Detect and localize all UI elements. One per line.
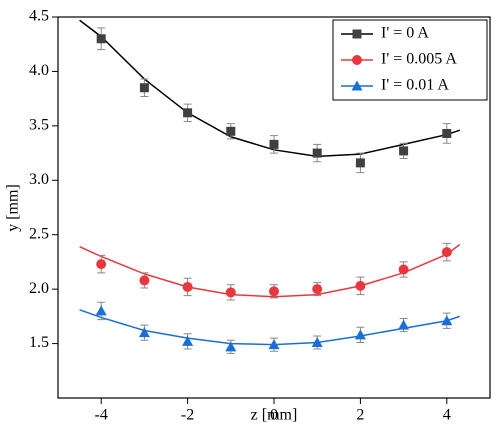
y-axis-label: y [mm]	[5, 184, 22, 232]
marker	[312, 284, 323, 295]
x-tick-label: 4	[443, 407, 451, 424]
marker	[139, 83, 149, 93]
legend-label: I' = 0.01 A	[381, 77, 449, 94]
y-tick-label: 2.0	[29, 280, 49, 297]
marker	[182, 335, 194, 346]
marker	[442, 128, 452, 138]
marker	[441, 315, 453, 326]
marker	[441, 247, 452, 258]
y-tick-label: 3.5	[29, 117, 49, 134]
marker	[225, 287, 236, 298]
marker	[225, 341, 237, 352]
marker	[139, 275, 150, 286]
marker	[269, 139, 279, 149]
legend-label: I' = 0 A	[381, 25, 429, 42]
y-tick-label: 1.5	[29, 334, 49, 351]
marker	[96, 259, 107, 270]
marker	[95, 305, 107, 316]
marker	[355, 280, 366, 291]
y-tick-label: 4.5	[29, 8, 49, 25]
marker	[96, 34, 106, 44]
x-axis-label: z [mm]	[251, 407, 298, 424]
marker	[355, 158, 365, 168]
x-tick-label: 2	[356, 407, 364, 424]
marker	[354, 329, 366, 340]
marker	[183, 108, 193, 118]
y-tick-label: 3.0	[29, 171, 49, 188]
marker	[399, 146, 409, 156]
legend-label: I' = 0.005 A	[381, 51, 457, 68]
marker	[352, 29, 362, 39]
marker	[398, 319, 410, 330]
marker	[268, 339, 280, 350]
marker	[226, 126, 236, 136]
y-tick-label: 2.5	[29, 225, 49, 242]
y-tick-label: 4.0	[29, 62, 49, 79]
marker	[351, 80, 363, 91]
marker	[269, 286, 279, 297]
marker	[312, 148, 322, 158]
x-tick-label: -4	[95, 407, 108, 424]
marker	[352, 55, 362, 65]
marker	[138, 327, 150, 338]
x-tick-label: 0	[270, 407, 278, 424]
marker	[398, 264, 409, 275]
marker	[182, 281, 193, 292]
marker	[311, 336, 323, 347]
x-tick-label: -2	[181, 407, 194, 424]
